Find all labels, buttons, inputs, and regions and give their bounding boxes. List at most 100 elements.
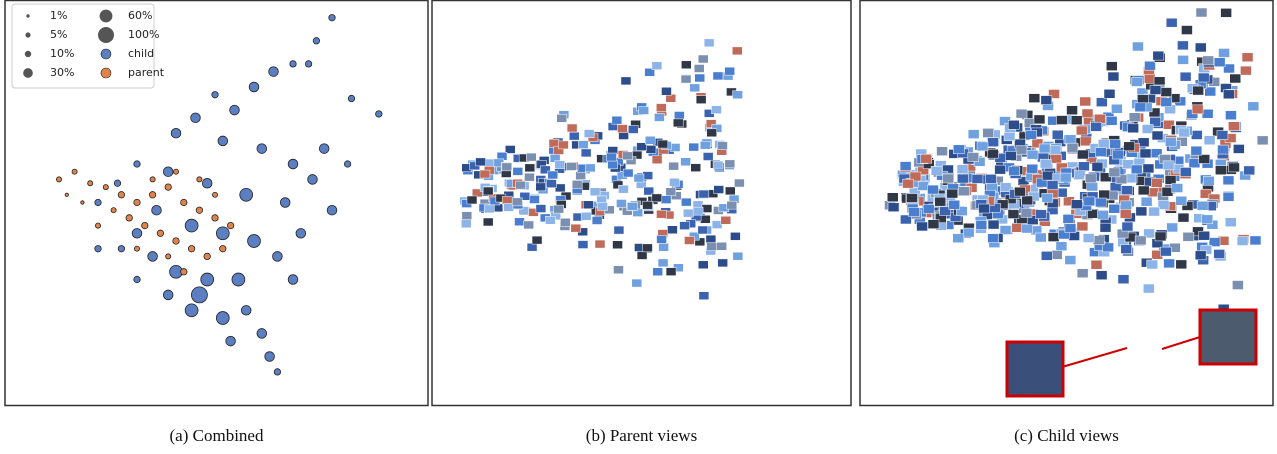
thumbnail [1055, 241, 1068, 251]
thumbnail [1094, 113, 1106, 124]
thumbnail [1153, 76, 1166, 86]
thumbnail [1198, 154, 1211, 164]
thumbnail [1048, 89, 1060, 99]
point [110, 207, 117, 214]
thumbnail [1217, 144, 1229, 155]
point [113, 179, 122, 187]
thumbnail [1131, 77, 1143, 87]
thumbnail [644, 136, 656, 145]
thumbnail [627, 202, 638, 211]
thumbnail [1082, 233, 1095, 243]
thumbnail [1160, 246, 1172, 257]
point [147, 251, 158, 262]
point [95, 222, 101, 229]
thumbnail [697, 54, 709, 64]
thumbnail [971, 174, 984, 184]
legend-size-marker [99, 9, 113, 23]
thumbnail [985, 174, 997, 184]
thumbnail [1035, 232, 1047, 243]
thumbnail [1188, 158, 1201, 168]
thumbnail [669, 178, 680, 187]
arrow [1161, 336, 1201, 350]
thumbnail [1191, 130, 1203, 140]
thumbnail [636, 251, 648, 260]
thumbnail [1222, 175, 1235, 186]
thumbnail [706, 242, 717, 251]
thumbnail [1160, 87, 1172, 97]
thumbnail [1146, 259, 1158, 270]
thumbnail [1105, 116, 1118, 126]
thumbnail [612, 240, 623, 249]
point [172, 237, 180, 245]
thumbnail [461, 211, 473, 220]
point [264, 351, 275, 362]
caption: (c) Child views [1014, 426, 1119, 445]
legend-marker [100, 48, 112, 60]
thumbnail [717, 141, 728, 150]
thumbnail [1149, 117, 1162, 127]
thumbnail [1134, 102, 1147, 113]
point [162, 166, 174, 177]
thumbnail [976, 141, 989, 152]
thumbnail [1228, 121, 1240, 132]
thumbnail [651, 193, 663, 203]
thumbnail [999, 182, 1012, 193]
thumbnail [1079, 136, 1092, 147]
thumbnail [672, 118, 684, 128]
thumbnail [1177, 55, 1189, 65]
thumbnail [1204, 86, 1216, 97]
thumbnail [700, 215, 711, 224]
thumbnail [597, 202, 608, 211]
thumbnail [1139, 148, 1152, 159]
point [151, 204, 162, 216]
thumbnail [482, 186, 494, 196]
thumbnail [501, 162, 513, 172]
thumbnail [702, 152, 714, 161]
caption: (a) Combined [169, 426, 264, 445]
thumbnail [1120, 244, 1132, 254]
thumbnail [1128, 112, 1141, 123]
thumbnail [554, 160, 566, 169]
thumbnail [716, 242, 727, 251]
thumbnail [612, 180, 624, 190]
thumbnail [1086, 181, 1098, 192]
thumbnail [1120, 200, 1132, 211]
thumbnail [1035, 209, 1047, 219]
thumbnail [697, 225, 709, 235]
thumbnail [927, 219, 940, 229]
point [203, 252, 211, 261]
thumbnail [1149, 85, 1162, 95]
thumbnail [656, 235, 667, 244]
thumbnail [1097, 139, 1110, 149]
thumbnail [540, 165, 551, 175]
thumbnail [1070, 115, 1083, 125]
thumbnail [975, 220, 988, 230]
thumbnail [1181, 25, 1193, 35]
thumbnail [1137, 185, 1150, 196]
thumbnail [460, 219, 472, 229]
thumbnail [1122, 159, 1134, 170]
thumbnail [1215, 165, 1227, 175]
point [256, 328, 268, 339]
thumbnail [693, 64, 705, 73]
thumbnail [535, 204, 547, 213]
point [125, 214, 133, 222]
thumbnail [1091, 161, 1104, 172]
thumbnail [1127, 123, 1139, 134]
thumbnail [695, 95, 707, 104]
thumbnail [982, 128, 994, 138]
thumbnail [967, 129, 980, 139]
thumbnail [628, 125, 639, 134]
thumbnail [1151, 130, 1164, 141]
thumbnail [1220, 8, 1232, 18]
thumbnail [606, 152, 617, 162]
thumbnail [1171, 183, 1184, 193]
point [187, 245, 196, 253]
thumbnail [1015, 108, 1028, 119]
thumbnail [1135, 206, 1148, 217]
point [328, 14, 336, 22]
thumbnail [1005, 151, 1017, 161]
thumbnail [681, 197, 692, 207]
thumbnail [920, 153, 932, 164]
